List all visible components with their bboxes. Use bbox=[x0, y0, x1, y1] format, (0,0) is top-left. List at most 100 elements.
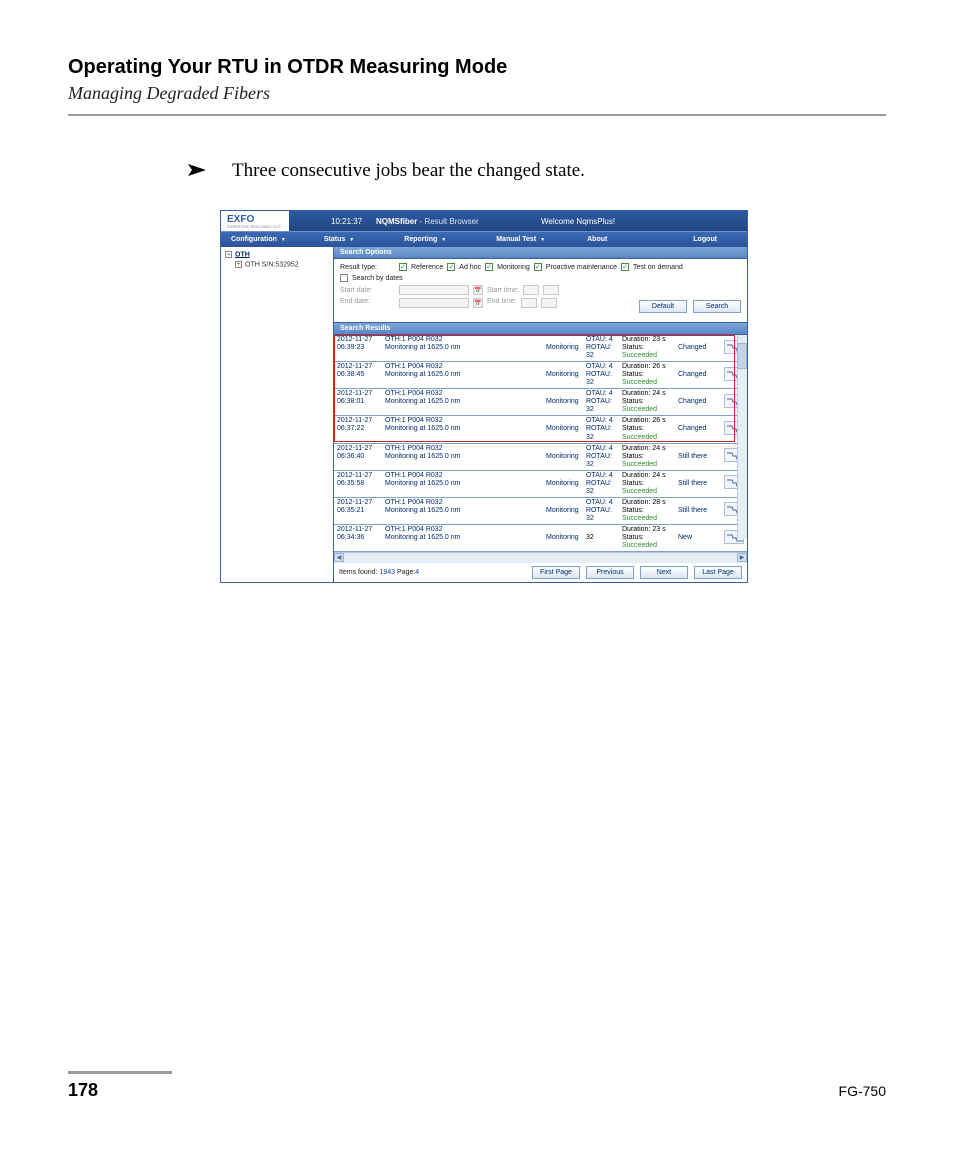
cell-otau: OTAU: 4ROTAU:32 bbox=[583, 335, 619, 362]
cell-duration-status: Duration: 28 sStatus:Succeeded bbox=[619, 497, 675, 524]
scroll-left-icon[interactable]: ◀ bbox=[334, 553, 344, 562]
chevron-down-icon: ▼ bbox=[540, 237, 545, 243]
menu-manual-test[interactable]: Manual Test ▼ bbox=[486, 232, 555, 247]
chk-label: Ad hoc bbox=[459, 264, 481, 271]
cell-state: Still there bbox=[675, 497, 721, 524]
table-row[interactable]: 2012-11-2706:35:21OTH:1 P004 R032Monitor… bbox=[334, 497, 747, 524]
tree-child[interactable]: +OTH S/N:532952 bbox=[225, 261, 329, 268]
menu-configuration[interactable]: Configuration▼ bbox=[221, 232, 296, 247]
logo-tagline: EXPERTISE REACHING OUT bbox=[227, 225, 281, 229]
cell-otau: OTAU: 4ROTAU:32 bbox=[583, 389, 619, 416]
cell-state: Still there bbox=[675, 470, 721, 497]
chevron-down-icon: ▼ bbox=[441, 237, 446, 243]
table-row[interactable]: 2012-11-2706:38:45OTH:1 P004 R032Monitor… bbox=[334, 362, 747, 389]
cell-state: Changed bbox=[675, 389, 721, 416]
table-row[interactable]: 2012-11-2706:35:58OTH:1 P004 R032Monitor… bbox=[334, 470, 747, 497]
menu-label: Reporting bbox=[404, 236, 437, 243]
app-body: −OTH +OTH S/N:532952 Search Options Resu… bbox=[221, 247, 747, 582]
search-by-dates-label: Search by dates bbox=[352, 275, 403, 282]
menu-label: Configuration bbox=[231, 236, 277, 243]
cell-otau: OTAU: 4ROTAU:32 bbox=[583, 470, 619, 497]
checkbox-reference[interactable]: ✓ bbox=[399, 263, 407, 271]
cell-type: Monitoring bbox=[543, 497, 583, 524]
page-number: 178 bbox=[68, 1080, 98, 1101]
cell-state: Changed bbox=[675, 362, 721, 389]
last-page-button[interactable]: Last Page bbox=[694, 566, 742, 579]
scroll-thumb[interactable] bbox=[737, 343, 747, 369]
chk-label: Test on demand bbox=[633, 264, 683, 271]
logo: EXFO EXPERTISE REACHING OUT bbox=[221, 211, 289, 231]
expand-icon[interactable]: + bbox=[235, 261, 242, 268]
checkbox-tod[interactable]: ✓ bbox=[621, 263, 629, 271]
default-button[interactable]: Default bbox=[639, 300, 687, 313]
start-date-label: Start date: bbox=[340, 287, 395, 294]
app-title-main: NQMSfiber bbox=[376, 217, 417, 226]
checkbox-monitoring[interactable]: ✓ bbox=[485, 263, 493, 271]
search-button[interactable]: Search bbox=[693, 300, 741, 313]
cell-type: Monitoring bbox=[543, 524, 583, 551]
search-results-header: Search Results bbox=[334, 323, 747, 335]
items-found-count: 1943 bbox=[379, 569, 395, 576]
end-date-label: End date: bbox=[340, 298, 395, 305]
cell-state: Changed bbox=[675, 335, 721, 362]
document-code: FG-750 bbox=[839, 1083, 886, 1099]
cell-type: Monitoring bbox=[543, 362, 583, 389]
tree-root-label: OTH bbox=[235, 251, 250, 258]
menu-about[interactable]: About bbox=[577, 232, 617, 247]
start-min-input[interactable] bbox=[543, 285, 559, 295]
welcome-text: Welcome NqmsPlus! bbox=[541, 217, 615, 226]
start-hour-input[interactable] bbox=[523, 285, 539, 295]
checkbox-proactive[interactable]: ✓ bbox=[534, 263, 542, 271]
end-hour-input[interactable] bbox=[521, 298, 537, 308]
checkbox-search-by-dates[interactable]: ✓ bbox=[340, 274, 348, 282]
menu-logout[interactable]: Logout bbox=[683, 232, 727, 247]
first-page-button[interactable]: First Page bbox=[532, 566, 580, 579]
next-button[interactable]: Next bbox=[640, 566, 688, 579]
main-pane: Search Options Result type: ✓Reference ✓… bbox=[334, 247, 747, 582]
table-row[interactable]: 2012-11-2706:39:23OTH:1 P004 R032Monitor… bbox=[334, 335, 747, 362]
cell-otau: 32 bbox=[583, 524, 619, 551]
tree-root[interactable]: −OTH bbox=[225, 251, 329, 258]
previous-button[interactable]: Previous bbox=[586, 566, 634, 579]
cell-type: Monitoring bbox=[543, 416, 583, 443]
checkbox-adhoc[interactable]: ✓ bbox=[447, 263, 455, 271]
results-table: 2012-11-2706:39:23 OTH:1 P004 R032Monitor… bbox=[334, 335, 747, 552]
cell-type: Monitoring bbox=[543, 389, 583, 416]
cell-type: Monitoring bbox=[543, 470, 583, 497]
menu-label: Manual Test bbox=[496, 236, 536, 243]
cell-duration-status: Duration: 23 sStatus:Succeeded bbox=[619, 524, 675, 551]
calendar-icon[interactable]: 📅 bbox=[473, 298, 483, 308]
menu-status[interactable]: Status▼ bbox=[314, 232, 364, 247]
table-row[interactable]: 2012-11-2706:34:36OTH:1 P004 R032Monitor… bbox=[334, 524, 747, 551]
horizontal-scrollbar[interactable]: ◀ ▶ bbox=[334, 552, 747, 563]
menu-reporting[interactable]: Reporting ▼ bbox=[394, 232, 456, 247]
page-number: 4 bbox=[415, 569, 419, 576]
table-row[interactable]: 2012-11-2706:38:01OTH:1 P004 R032Monitor… bbox=[334, 389, 747, 416]
cell-datetime: 2012-11-2706:37:22 bbox=[334, 416, 382, 443]
chk-label: Monitoring bbox=[497, 264, 530, 271]
chk-label: Reference bbox=[411, 264, 443, 271]
collapse-icon[interactable]: − bbox=[225, 251, 232, 258]
tree-child-label: OTH S/N:532952 bbox=[245, 262, 299, 269]
cell-datetime: 2012-11-2706:34:36 bbox=[334, 524, 382, 551]
cell-duration-status: Duration: 24 sStatus:Succeeded bbox=[619, 443, 675, 470]
arrow-icon bbox=[188, 164, 210, 176]
cell-type: Monitoring bbox=[543, 443, 583, 470]
cell-datetime: 2012-11-2706:35:21 bbox=[334, 497, 382, 524]
end-min-input[interactable] bbox=[541, 298, 557, 308]
bullet-item: Three consecutive jobs bear the changed … bbox=[188, 156, 886, 182]
menu-label: About bbox=[587, 236, 607, 243]
heading-rule bbox=[68, 114, 886, 116]
table-row[interactable]: 2012-11-2706:37:22OTH:1 P004 R032Monitor… bbox=[334, 416, 747, 443]
cell-description: OTH:1 P004 R032Monitoring at 1625.0 nm bbox=[382, 497, 543, 524]
calendar-icon[interactable]: 📅 bbox=[473, 285, 483, 295]
app-title-sub: - Result Browser bbox=[417, 217, 478, 226]
end-date-input[interactable] bbox=[399, 298, 469, 308]
scroll-right-icon[interactable]: ▶ bbox=[737, 553, 747, 562]
table-row[interactable]: 2012-11-2706:36:40OTH:1 P004 R032Monitor… bbox=[334, 443, 747, 470]
page-subheading: Managing Degraded Fibers bbox=[68, 83, 886, 104]
cell-otau: OTAU: 4ROTAU:32 bbox=[583, 443, 619, 470]
clock-text: 10:21:37 bbox=[331, 217, 362, 226]
start-date-input[interactable] bbox=[399, 285, 469, 295]
cell-datetime: 2012-11-2706:39:23 bbox=[334, 335, 382, 362]
